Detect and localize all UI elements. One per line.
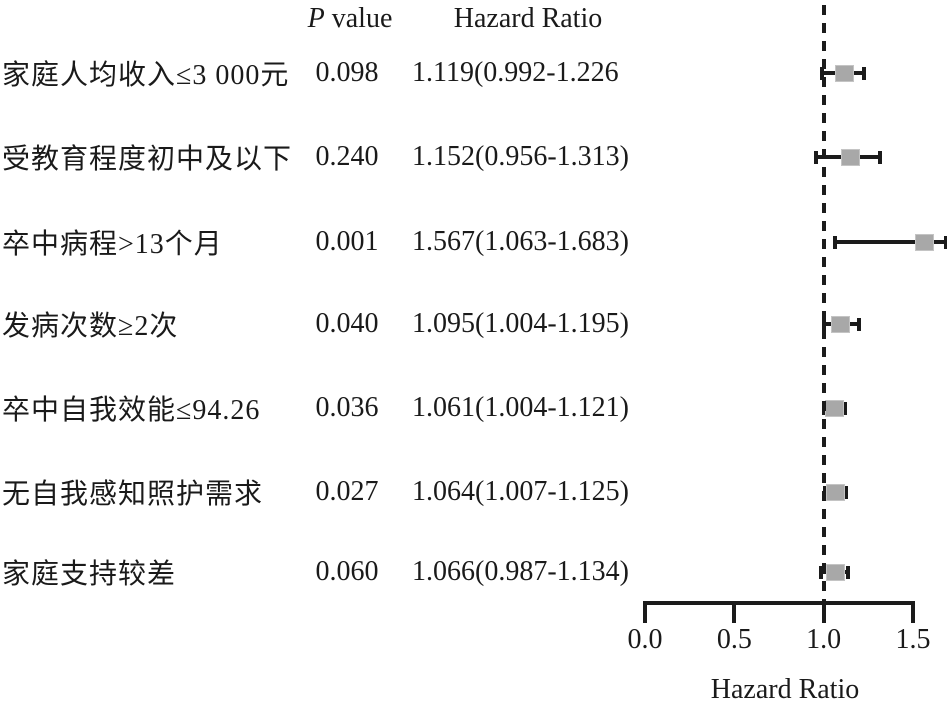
row-p-value: 0.040 (315, 308, 379, 339)
x-axis-tick (643, 601, 647, 623)
hr-point-marker (841, 148, 861, 166)
ci-whisker (834, 240, 946, 244)
row-label: 卒中自我效能≤94.26 (2, 395, 261, 426)
column-header-hazard-ratio: Hazard Ratio (453, 3, 603, 34)
row-hr-ci-text: 1.064(1.007-1.125) (412, 476, 629, 507)
x-axis-tick (732, 601, 737, 623)
row-label: 家庭人均收入≤3 000元 (2, 60, 290, 91)
row-p-value: 0.240 (315, 141, 379, 172)
row-hr-ci-text: 1.061(1.004-1.121) (412, 392, 629, 423)
hr-point-marker (831, 315, 851, 333)
ci-cap-right (877, 150, 882, 164)
ci-cap-left (832, 235, 837, 249)
p-value-header-rest: value (324, 3, 393, 34)
hr-point-marker (825, 399, 845, 417)
x-axis-tick (911, 601, 915, 623)
x-axis-title: Hazard Ratio (710, 674, 860, 705)
hr-point-marker (825, 483, 845, 501)
row-label: 家庭支持较差 (2, 559, 177, 590)
x-axis-tick-label: 0.0 (627, 624, 663, 655)
x-axis-line (643, 601, 915, 605)
column-header-p-value: P value (308, 3, 393, 35)
x-axis-tick (821, 601, 826, 623)
ci-cap-right (843, 401, 848, 415)
row-p-value: 0.001 (315, 226, 379, 257)
ci-cap-right (943, 235, 947, 249)
row-hr-ci-text: 1.066(0.987-1.134) (412, 556, 629, 587)
ci-cap-left (819, 565, 824, 579)
row-hr-ci-text: 1.095(1.004-1.195) (412, 308, 629, 339)
row-label: 卒中病程>13个月 (2, 229, 223, 260)
row-p-value: 0.036 (315, 392, 379, 423)
hr-point-marker (835, 64, 855, 82)
hr-point-marker (915, 233, 935, 251)
ci-cap-right (856, 317, 861, 331)
row-label: 发病次数≥2次 (2, 311, 179, 342)
ci-cap-left (813, 150, 818, 164)
row-hr-ci-text: 1.567(1.063-1.683) (412, 226, 629, 257)
reference-line-dashed (821, 5, 826, 603)
hr-point-marker (825, 563, 845, 581)
row-hr-ci-text: 1.119(0.992-1.226 (412, 57, 619, 88)
x-axis-tick-label: 1.5 (895, 624, 931, 655)
row-label: 受教育程度初中及以下 (2, 144, 293, 175)
row-p-value: 0.060 (315, 556, 379, 587)
row-p-value: 0.027 (315, 476, 379, 507)
row-label: 无自我感知照护需求 (2, 479, 264, 510)
x-axis-tick-label: 0.5 (716, 624, 752, 655)
ci-cap-right (862, 66, 867, 80)
row-hr-ci-text: 1.152(0.956-1.313) (412, 141, 629, 172)
p-value-header-italic-p: P (307, 3, 325, 34)
x-axis-tick-label: 1.0 (806, 624, 842, 655)
ci-cap-right (844, 485, 848, 499)
ci-cap-right (845, 565, 850, 579)
row-p-value: 0.098 (315, 57, 379, 88)
